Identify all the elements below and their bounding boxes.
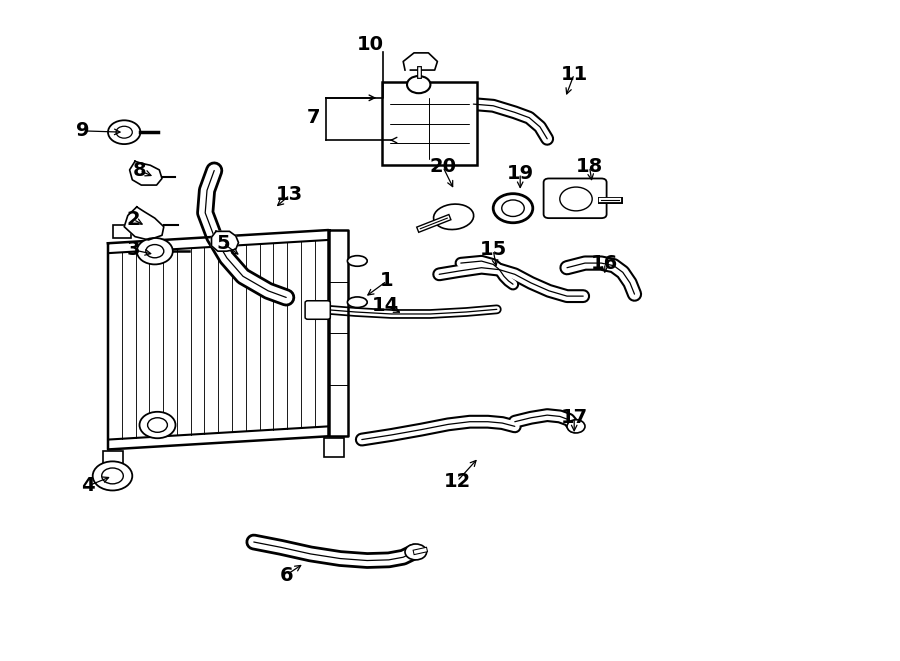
- Text: 12: 12: [444, 472, 471, 490]
- Ellipse shape: [347, 256, 367, 266]
- Circle shape: [116, 126, 132, 138]
- Polygon shape: [108, 230, 328, 449]
- Text: 4: 4: [81, 477, 95, 495]
- Text: 8: 8: [132, 161, 147, 180]
- Circle shape: [108, 120, 140, 144]
- Text: 3: 3: [126, 241, 140, 259]
- Ellipse shape: [493, 194, 533, 223]
- Circle shape: [148, 418, 167, 432]
- Polygon shape: [212, 231, 239, 251]
- Circle shape: [102, 468, 123, 484]
- Text: 1: 1: [380, 272, 394, 290]
- Circle shape: [93, 461, 132, 490]
- FancyBboxPatch shape: [305, 301, 330, 319]
- Polygon shape: [328, 230, 348, 436]
- Polygon shape: [403, 53, 437, 70]
- Text: 10: 10: [357, 36, 384, 54]
- Bar: [112, 225, 130, 238]
- Text: 9: 9: [76, 122, 89, 140]
- FancyBboxPatch shape: [544, 178, 607, 218]
- Circle shape: [140, 412, 176, 438]
- Circle shape: [137, 238, 173, 264]
- Circle shape: [146, 245, 164, 258]
- Text: 15: 15: [480, 241, 507, 259]
- Circle shape: [407, 76, 430, 93]
- Polygon shape: [130, 161, 162, 185]
- Text: 5: 5: [216, 234, 230, 253]
- Ellipse shape: [347, 297, 367, 307]
- Text: 14: 14: [372, 296, 399, 315]
- Ellipse shape: [502, 200, 524, 217]
- FancyBboxPatch shape: [382, 82, 477, 165]
- Bar: [104, 451, 123, 471]
- Text: 7: 7: [306, 108, 320, 127]
- Polygon shape: [124, 207, 164, 240]
- Circle shape: [560, 187, 592, 211]
- Text: 2: 2: [126, 210, 140, 229]
- Circle shape: [405, 544, 427, 560]
- Text: 20: 20: [429, 157, 456, 176]
- Text: 18: 18: [576, 157, 603, 176]
- Text: 16: 16: [591, 254, 618, 272]
- Text: 11: 11: [561, 65, 588, 83]
- Ellipse shape: [434, 204, 473, 229]
- Text: 17: 17: [561, 408, 588, 427]
- Circle shape: [567, 420, 585, 433]
- Text: 13: 13: [276, 186, 303, 204]
- Bar: [324, 438, 344, 457]
- Text: 19: 19: [507, 164, 534, 182]
- Text: 6: 6: [279, 566, 293, 584]
